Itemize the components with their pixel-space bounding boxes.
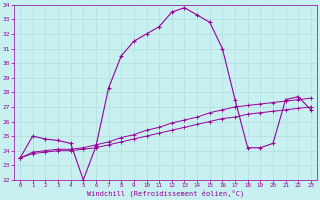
X-axis label: Windchill (Refroidissement éolien,°C): Windchill (Refroidissement éolien,°C)	[87, 190, 244, 197]
